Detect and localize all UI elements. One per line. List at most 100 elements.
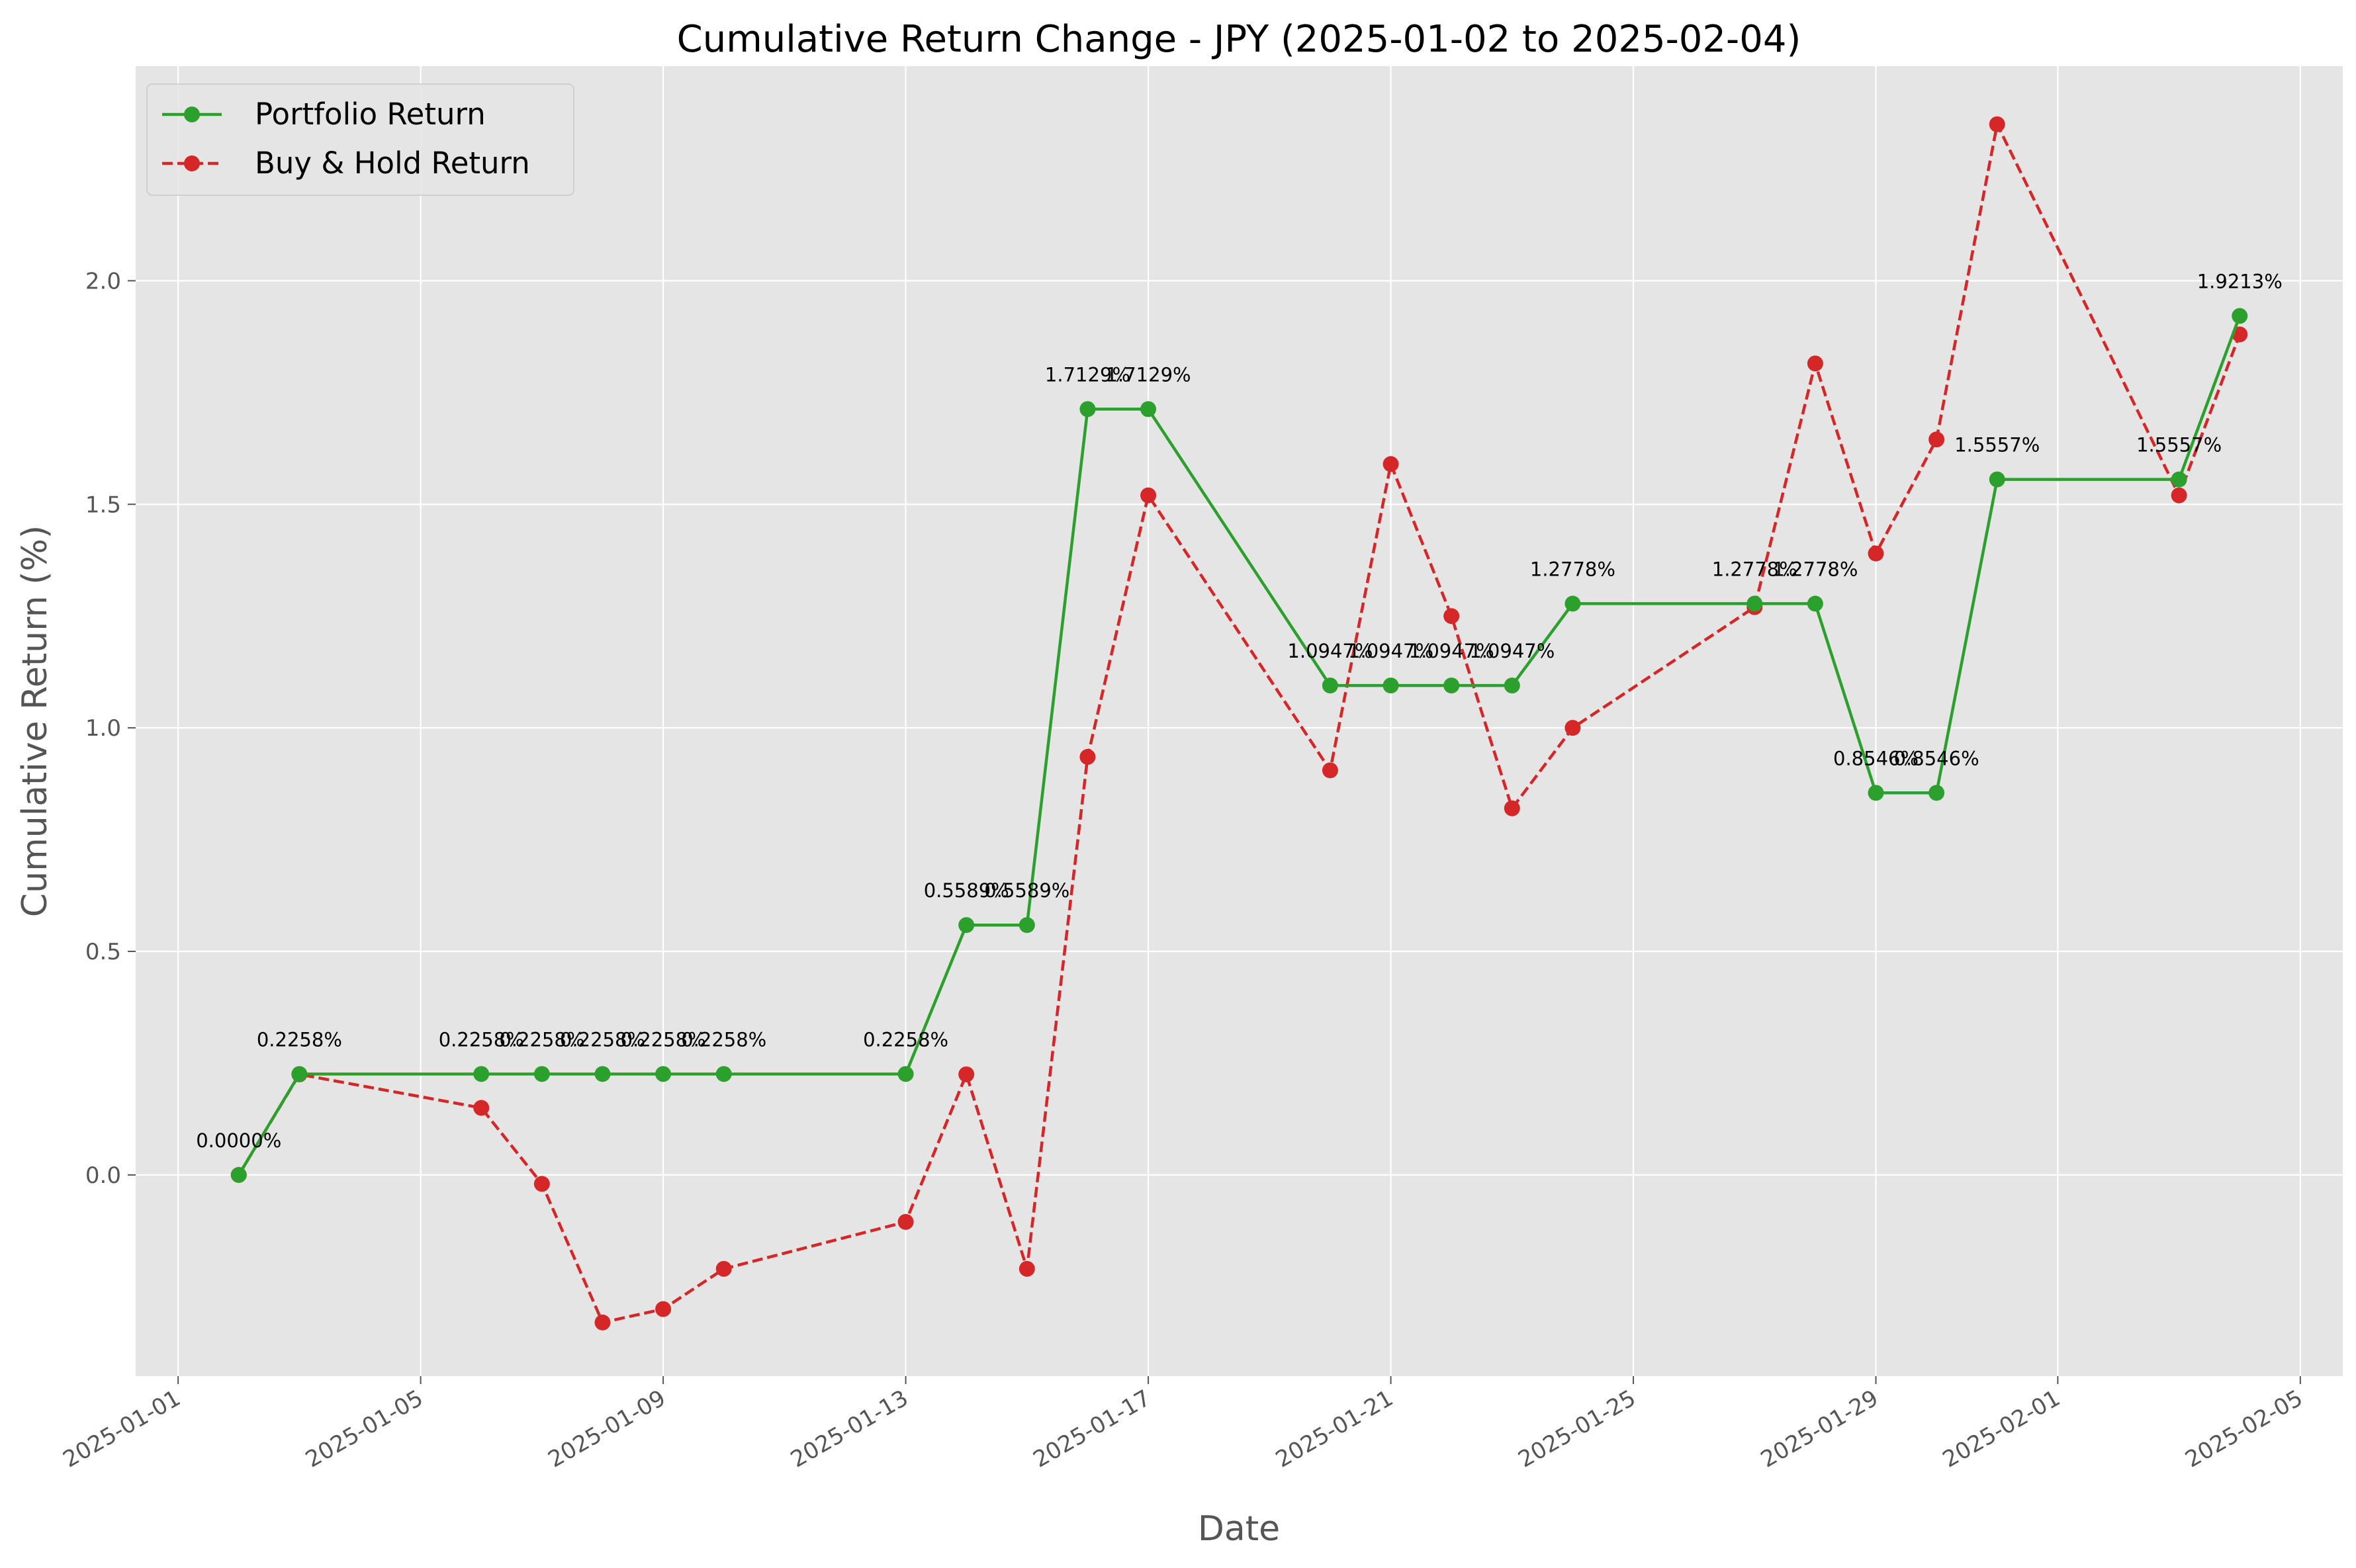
point-buy-hold <box>1019 1260 1035 1277</box>
y-tick-label: 1.5 <box>85 492 121 518</box>
point-buy-hold <box>715 1260 732 1277</box>
data-label: 0.2258% <box>439 1028 524 1051</box>
x-tick-label: 2025-01-21 <box>1271 1385 1398 1473</box>
point-portfolio <box>2171 471 2187 488</box>
point-buy-hold <box>1807 355 1823 372</box>
plot-background <box>136 66 2343 1376</box>
point-portfolio <box>2232 308 2248 324</box>
data-label: 0.2258% <box>499 1028 584 1051</box>
data-label: 1.7129% <box>1106 363 1191 386</box>
point-buy-hold <box>594 1314 611 1330</box>
legend: Portfolio Return Buy & Hold Return <box>146 83 574 196</box>
point-portfolio <box>715 1066 732 1082</box>
point-buy-hold <box>655 1301 672 1317</box>
point-buy-hold <box>1504 800 1520 816</box>
legend-label-buy-hold: Buy & Hold Return <box>255 146 530 181</box>
legend-marker-buy-hold <box>184 155 200 171</box>
y-tick-label: 2.0 <box>85 268 121 294</box>
point-portfolio <box>1989 471 2005 488</box>
data-label: 0.0000% <box>196 1129 281 1152</box>
x-tick-label: 2025-02-05 <box>2181 1385 2307 1473</box>
data-label: 1.2778% <box>1772 558 1858 580</box>
data-label: 0.8546% <box>1833 747 1919 769</box>
data-label: 0.2258% <box>257 1028 342 1051</box>
point-portfolio <box>655 1066 672 1082</box>
point-buy-hold <box>958 1066 975 1082</box>
data-label: 0.8546% <box>1894 747 1979 769</box>
point-portfolio <box>1928 785 1945 801</box>
point-portfolio <box>1746 595 1763 612</box>
legend-label-portfolio: Portfolio Return <box>255 97 486 132</box>
x-tick-label: 2025-01-13 <box>786 1385 913 1473</box>
point-buy-hold <box>1989 116 2005 132</box>
data-label: 0.2258% <box>560 1028 645 1051</box>
data-label: 1.7129% <box>1045 363 1130 386</box>
point-buy-hold <box>533 1176 550 1192</box>
x-tick-label: 2025-02-01 <box>1938 1385 2065 1473</box>
point-portfolio <box>1443 677 1460 694</box>
data-label: 1.2778% <box>1530 558 1615 580</box>
x-tick-label: 2025-01-09 <box>543 1385 670 1473</box>
point-buy-hold <box>1564 720 1581 736</box>
point-portfolio <box>1868 785 1884 801</box>
point-portfolio <box>291 1066 308 1082</box>
y-tick-label: 0.5 <box>85 939 121 965</box>
data-label: 1.2778% <box>1712 558 1797 580</box>
y-axis-label: Cumulative Return (%) <box>15 525 55 917</box>
legend-marker-portfolio <box>184 107 200 122</box>
series-layer <box>230 116 2248 1330</box>
data-label: 1.0947% <box>1469 640 1555 662</box>
x-tick-label: 2025-01-25 <box>1514 1385 1640 1473</box>
data-label: 1.0947% <box>1287 640 1373 662</box>
data-label: 1.0947% <box>1409 640 1494 662</box>
data-label: 0.2258% <box>621 1028 706 1051</box>
y-tick-label: 1.0 <box>85 715 121 742</box>
point-portfolio <box>1564 595 1581 612</box>
point-portfolio <box>1019 917 1035 934</box>
data-labels: 0.0000%0.2258% 0.2258%0.2258%0.2258%0.225… <box>196 271 2283 1152</box>
point-buy-hold <box>1322 762 1338 779</box>
point-portfolio <box>1807 595 1823 612</box>
x-tick-label: 2025-01-29 <box>1756 1385 1883 1473</box>
point-portfolio <box>473 1066 490 1082</box>
point-portfolio <box>594 1066 611 1082</box>
y-axis: 0.0 0.5 1.0 1.5 2.0 <box>85 268 136 1189</box>
point-buy-hold <box>897 1213 914 1230</box>
point-buy-hold <box>1928 431 1945 448</box>
x-tick-label: 2025-01-05 <box>301 1385 428 1473</box>
chart-title: Cumulative Return Change - JPY (2025-01-… <box>677 18 1801 61</box>
data-label: 1.5557% <box>1954 434 2040 457</box>
point-buy-hold <box>2171 487 2187 503</box>
point-portfolio <box>230 1166 247 1183</box>
data-label: 1.0947% <box>1348 640 1433 662</box>
data-label: 0.5589% <box>924 879 1009 902</box>
series-line-portfolio <box>237 315 2242 1176</box>
legend-box <box>146 83 574 196</box>
data-label: 1.5557% <box>2136 434 2222 457</box>
point-portfolio <box>897 1066 914 1082</box>
data-label: 0.2258% <box>681 1028 766 1051</box>
point-portfolio <box>1140 401 1157 417</box>
point-portfolio <box>958 917 975 934</box>
x-axis-label: Date <box>1198 1509 1280 1549</box>
series-line-buy-hold <box>237 119 2242 1325</box>
point-portfolio <box>533 1066 550 1082</box>
point-buy-hold <box>1382 456 1399 472</box>
point-portfolio <box>1382 677 1399 694</box>
x-tick-label: 2025-01-17 <box>1028 1385 1155 1473</box>
point-buy-hold <box>1868 545 1884 562</box>
x-axis: 2025-01-01 2025-01-05 2025-01-09 2025-01-13… <box>59 1376 2307 1473</box>
data-label: 0.2258% <box>863 1028 948 1051</box>
point-buy-hold <box>473 1100 490 1116</box>
data-label: 1.9213% <box>2197 271 2283 293</box>
y-tick-label: 0.0 <box>85 1162 121 1189</box>
x-tick-label: 2025-01-01 <box>59 1385 185 1473</box>
point-portfolio <box>1504 677 1520 694</box>
grid <box>136 66 2343 1376</box>
point-buy-hold <box>1140 487 1157 503</box>
data-label: 0.5589% <box>984 879 1069 902</box>
point-portfolio <box>1079 401 1096 417</box>
point-buy-hold <box>1443 608 1460 625</box>
point-portfolio <box>1322 677 1338 694</box>
point-buy-hold <box>1079 749 1096 765</box>
